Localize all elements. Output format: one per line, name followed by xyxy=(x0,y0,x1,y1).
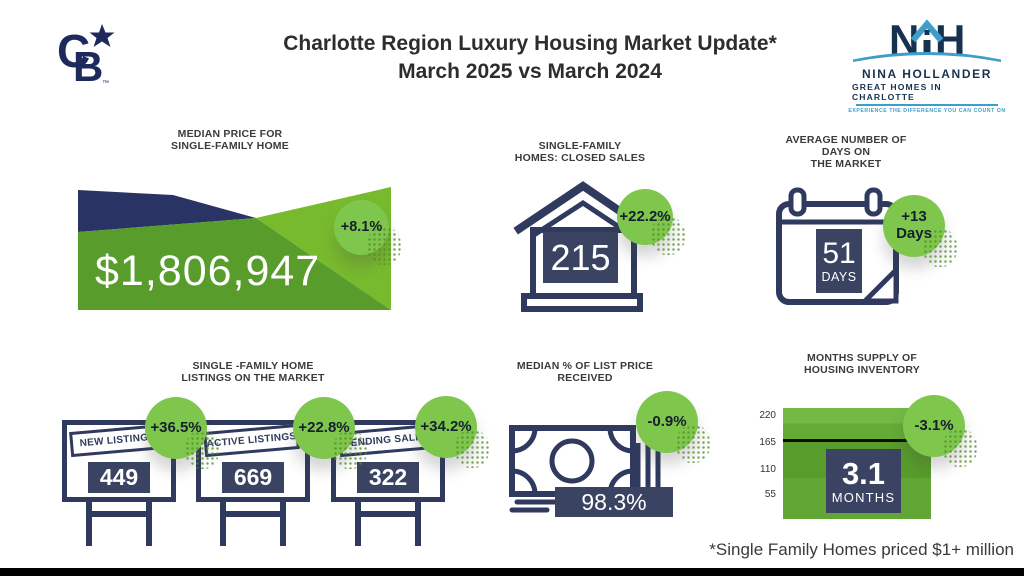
star-icon xyxy=(89,24,115,47)
median-price-value: $1,806,947 xyxy=(95,247,321,295)
page-title-line1: Charlotte Region Luxury Housing Market U… xyxy=(283,32,777,55)
supply-title: MONTHS SUPPLY OF HOUSING INVENTORY xyxy=(752,352,972,376)
cb-letter-b: B xyxy=(73,43,103,86)
active-listings-change-text: +22.8% xyxy=(298,418,350,436)
pending-sales-change-text: +34.2% xyxy=(420,417,472,435)
supply-axis-tick-165: 165 xyxy=(759,437,776,448)
nh-house-roof-icon xyxy=(910,19,944,43)
page-title-line2: March 2025 vs March 2024 xyxy=(398,60,662,83)
supply-reference-line xyxy=(783,439,931,442)
nh-tagline: EXPERIENCE THE DIFFERENCE YOU CAN COUNT … xyxy=(848,108,1006,114)
supply-unit: MONTHS xyxy=(831,490,896,505)
median-price-title-line1: MEDIAN PRICE FOR xyxy=(177,128,283,140)
nh-swoosh-icon xyxy=(853,52,1001,62)
days-change-text-line1: +13 xyxy=(901,208,927,226)
new-listings-change-text: +36.5% xyxy=(150,418,202,436)
list-price-value: 98.3% xyxy=(555,487,673,517)
page-title: Charlotte Region Luxury Housing Market U… xyxy=(250,30,810,86)
supply-title-line1: MONTHS SUPPLY OF xyxy=(807,352,917,364)
new-listings-value: 449 xyxy=(88,462,150,493)
supply-value: 3.1 xyxy=(841,456,886,491)
sign-leg xyxy=(280,502,286,546)
cb-letter-c: C xyxy=(57,25,90,77)
days-change-text-line2: Days xyxy=(896,225,932,242)
sign-leg xyxy=(355,502,361,546)
supply-axis-tick-220: 220 xyxy=(759,410,776,421)
days-change-badge: +13 Days xyxy=(883,195,957,267)
median-price-change-text: +8.1% xyxy=(340,219,383,236)
closed-sales-title: SINGLE-FAMILY HOMES: CLOSED SALES xyxy=(470,140,690,164)
area-dark-green xyxy=(78,218,391,310)
pending-sales-change-badge: +34.2% xyxy=(415,396,489,468)
calendar-icon xyxy=(776,187,899,305)
supply-title-line2: HOUSING INVENTORY xyxy=(804,364,920,376)
sign-leg xyxy=(146,502,152,546)
list-price-title-line2: RECEIVED xyxy=(557,372,613,384)
nh-monogram-icon: N H xyxy=(853,16,1001,63)
sign-crossbar xyxy=(86,511,152,517)
closed-sales-change-text: +22.2% xyxy=(619,207,671,225)
active-listings-value: 669 xyxy=(222,462,284,493)
nina-hollander-logo: N H NINA HOLLANDER GREAT HOMES IN CHARLO… xyxy=(848,16,1005,114)
median-price-title-line2: SINGLE-FAMILY HOME xyxy=(171,140,289,152)
list-price-title: MEDIAN % OF LIST PRICE RECEIVED xyxy=(475,360,695,384)
supply-value-block: 3.1 MONTHS xyxy=(826,449,901,513)
closed-sales-change-badge: +22.2% xyxy=(617,189,685,255)
supply-change-badge: -3.1% xyxy=(903,395,977,467)
days-on-market-value-block: 51 DAYS xyxy=(816,230,862,292)
nh-name: NINA HOLLANDER xyxy=(862,67,992,81)
sign-leg xyxy=(86,502,92,546)
list-price-change-text: -0.9% xyxy=(647,412,687,430)
days-on-market-unit: DAYS xyxy=(821,270,857,284)
list-price-change-badge: -0.9% xyxy=(636,391,710,463)
median-price-title: MEDIAN PRICE FOR SINGLE-FAMILY HOME xyxy=(120,128,340,152)
listings-title-line1: SINGLE -FAMILY HOME xyxy=(192,360,314,372)
active-listings-change-badge: +22.8% xyxy=(293,397,367,469)
closed-sales-title-line2: HOMES: CLOSED SALES xyxy=(514,152,646,164)
list-price-title-line1: MEDIAN % OF LIST PRICE xyxy=(516,360,654,372)
days-title-line1: AVERAGE NUMBER OF xyxy=(785,134,907,146)
supply-change-text: -3.1% xyxy=(914,416,954,434)
footnote: *Single Family Homes priced $1+ million xyxy=(709,540,1014,559)
bottom-bar xyxy=(0,568,1024,576)
sign-leg xyxy=(220,502,226,546)
supply-axis-tick-55: 55 xyxy=(764,489,776,500)
sign-crossbar xyxy=(220,511,286,517)
sign-leg xyxy=(415,502,421,546)
median-price-change-badge: +8.1% xyxy=(334,200,401,265)
new-listings-change-badge: +36.5% xyxy=(145,397,219,469)
days-title-line3: THE MARKET xyxy=(810,158,882,170)
pending-sales-value: 322 xyxy=(357,462,419,493)
cb-trademark: ™ xyxy=(102,80,109,86)
days-on-market-value: 51 xyxy=(822,237,856,270)
nh-house-door-icon xyxy=(923,40,931,54)
sign-crossbar xyxy=(355,511,421,517)
listings-title: SINGLE -FAMILY HOME LISTINGS ON THE MARK… xyxy=(143,360,363,384)
coldwell-banker-logo: C B ™ xyxy=(57,24,115,86)
days-on-market-title: AVERAGE NUMBER OF DAYS ON THE MARKET xyxy=(736,134,956,170)
nh-subname: GREAT HOMES IN CHARLOTTE xyxy=(852,82,942,102)
supply-axis-tick-110: 110 xyxy=(760,464,776,475)
closed-sales-value: 215 xyxy=(550,237,611,278)
closed-sales-title-line1: SINGLE-FAMILY xyxy=(538,140,622,152)
nh-house-window-icon xyxy=(924,30,930,35)
nh-divider xyxy=(856,104,998,106)
days-title-line2: DAYS ON xyxy=(821,146,871,158)
listings-title-line2: LISTINGS ON THE MARKET xyxy=(181,372,325,384)
